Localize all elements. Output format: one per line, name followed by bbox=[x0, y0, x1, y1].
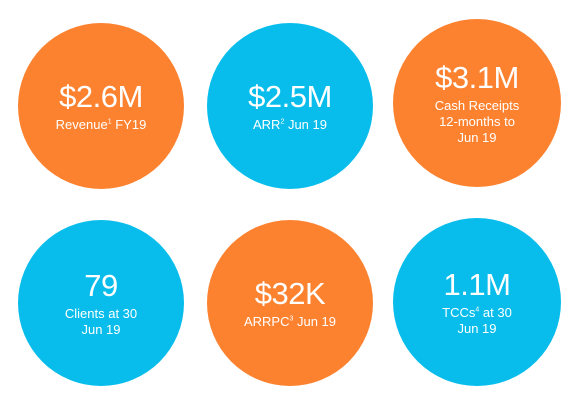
metric-label: ARR2 Jun 19 bbox=[253, 117, 327, 133]
footnote-marker: 1 bbox=[107, 118, 112, 126]
footnote-marker: 2 bbox=[280, 118, 285, 126]
metric-value: $32K bbox=[254, 276, 326, 311]
metric-label-text: TCCs bbox=[442, 305, 476, 320]
metric-label-text: Cash Receipts 12-months to Jun 19 bbox=[434, 98, 520, 145]
metric-circle-tccs: 1.1M TCCs4 at 30 Jun 19 bbox=[393, 218, 561, 386]
metric-circle-revenue: $2.6M Revenue1 FY19 bbox=[18, 23, 184, 189]
metric-label-text: ARR bbox=[252, 117, 281, 132]
metric-value: 1.1M bbox=[443, 267, 511, 302]
metric-circle-cash-receipts: $3.1M Cash Receipts 12-months to Jun 19 bbox=[393, 19, 561, 187]
metric-circle-arr: $2.5M ARR2 Jun 19 bbox=[207, 23, 373, 189]
metric-label-suffix: at 30 Jun 19 bbox=[457, 305, 512, 336]
metric-value: $2.5M bbox=[248, 79, 332, 114]
metric-circle-clients: 79 Clients at 30 Jun 19 bbox=[18, 220, 184, 386]
footnote-marker: 3 bbox=[289, 315, 294, 323]
footnote-marker: 4 bbox=[475, 306, 480, 314]
metric-label-text: Clients at 30 Jun 19 bbox=[64, 306, 138, 337]
metric-value: $2.6M bbox=[59, 79, 143, 114]
metric-label: Clients at 30 Jun 19 bbox=[58, 306, 144, 338]
metric-value: 79 bbox=[84, 268, 118, 303]
metric-label: Cash Receipts 12-months to Jun 19 bbox=[434, 98, 520, 146]
metric-label-suffix: FY19 bbox=[111, 117, 147, 132]
metric-label-suffix: Jun 19 bbox=[284, 117, 327, 132]
metric-label-suffix: Jun 19 bbox=[293, 314, 337, 329]
metric-label: TCCs4 at 30 Jun 19 bbox=[434, 305, 520, 337]
metric-label: Revenue1 FY19 bbox=[56, 117, 147, 133]
metric-label-text: ARRPC bbox=[243, 314, 290, 329]
metric-label: ARRPC3 Jun 19 bbox=[244, 314, 336, 330]
metric-value: $3.1M bbox=[435, 60, 519, 95]
metric-label-text: Revenue bbox=[55, 117, 108, 132]
metric-circle-arrpc: $32K ARRPC3 Jun 19 bbox=[207, 220, 373, 386]
